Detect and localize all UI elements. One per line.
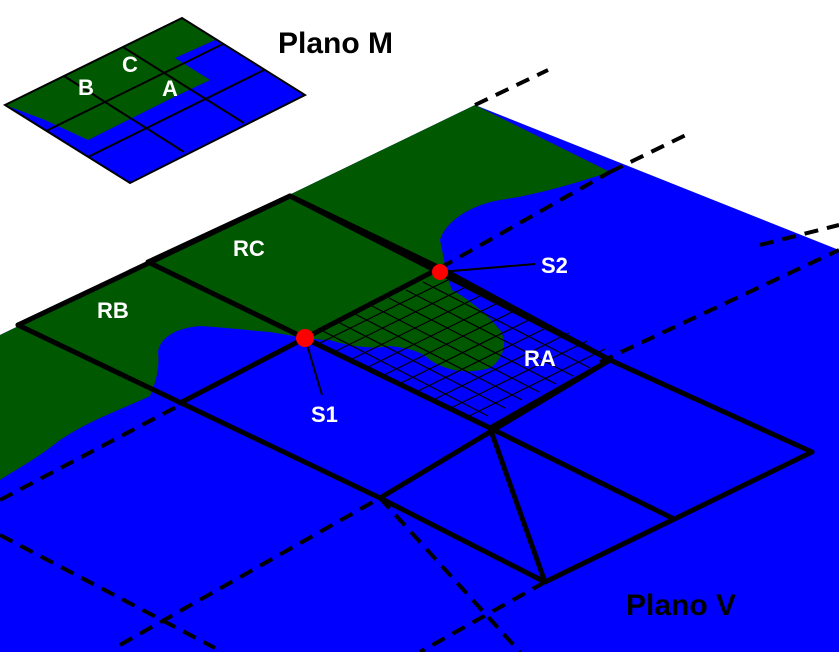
point-label-s1: S1 [311, 402, 338, 427]
plane-m-land [5, 18, 215, 140]
bold-grid [15, 193, 815, 585]
point-label-s2: S2 [541, 253, 568, 278]
plane-m-grid [2, 16, 308, 185]
fine-grid [315, 276, 606, 418]
dashed-extensions [0, 68, 839, 652]
plane-m-label-a: A [162, 76, 178, 101]
plane-v-land [0, 105, 610, 480]
plane-v-title: Plano V [626, 589, 736, 622]
plane-v: RC RB RA S1 S2 [0, 68, 839, 652]
s2-leader [439, 263, 536, 273]
region-label-rb: RB [97, 298, 129, 323]
plane-m-label-c: C [122, 52, 138, 77]
point-s1 [296, 329, 314, 347]
plane-m: B C A [2, 16, 308, 185]
point-s2 [432, 264, 448, 280]
plane-m-label-b: B [78, 75, 94, 100]
s1-leader [304, 337, 323, 396]
region-label-ra: RA [524, 346, 556, 371]
region-label-rc: RC [233, 236, 265, 261]
plane-m-title: Plano M [278, 27, 393, 60]
